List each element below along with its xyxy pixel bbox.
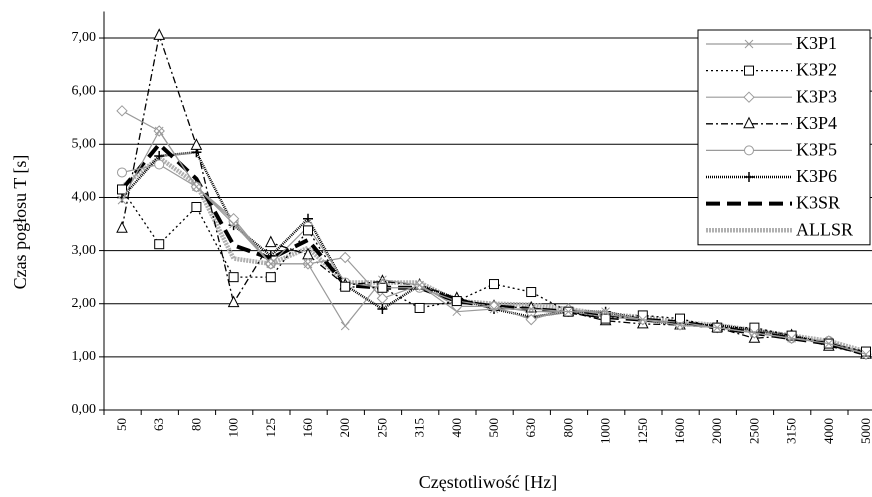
marker	[525, 313, 537, 326]
y-tick-label: 3,00	[72, 243, 97, 258]
legend-label: K3P1	[796, 33, 837, 53]
marker	[787, 333, 796, 343]
x-tick-label: 5000	[858, 418, 872, 444]
marker	[526, 287, 537, 298]
marker	[824, 339, 834, 348]
x-tick-label: 200	[337, 418, 352, 438]
marker	[415, 280, 424, 290]
legend-label: ALLSR	[796, 219, 853, 239]
marker	[116, 221, 128, 233]
x-tick-label: 1600	[672, 418, 687, 444]
legend-label: K3P3	[796, 86, 837, 106]
x-tick-label: 1000	[598, 418, 613, 444]
marker	[116, 105, 128, 117]
x-tick-label: 1250	[635, 418, 650, 444]
marker	[675, 320, 685, 330]
x-tick-label: 50	[114, 418, 129, 431]
marker	[377, 282, 388, 293]
marker	[600, 313, 611, 324]
legend-marker	[744, 172, 754, 182]
marker	[526, 304, 536, 314]
marker	[339, 251, 351, 264]
marker	[489, 304, 499, 314]
legend-label: K3P5	[796, 140, 837, 160]
marker	[264, 235, 277, 248]
x-tick-label: 80	[188, 418, 203, 431]
marker	[117, 167, 127, 178]
marker	[265, 272, 276, 283]
marker	[266, 259, 276, 269]
legend-marker	[744, 39, 754, 49]
x-tick-label: 100	[226, 418, 241, 438]
marker	[153, 28, 166, 40]
y-tick-label: 5,00	[72, 137, 97, 152]
marker	[675, 313, 685, 324]
marker	[229, 219, 238, 229]
marker	[712, 323, 722, 332]
marker	[861, 346, 871, 357]
marker	[378, 275, 387, 285]
marker	[117, 195, 127, 205]
x-tick-label: 400	[449, 418, 464, 438]
legend-marker	[743, 91, 755, 103]
legend-label: K3SR	[796, 193, 840, 213]
y-tick-label: 1,00	[72, 349, 97, 364]
marker	[154, 159, 165, 170]
marker	[228, 272, 239, 283]
marker	[749, 322, 760, 333]
y-tick-label: 7,00	[72, 30, 97, 45]
y-tick-label: 6,00	[72, 83, 97, 98]
x-tick-label: 63	[151, 418, 166, 431]
x-tick-label: 3150	[784, 418, 799, 444]
y-tick-label: 2,00	[72, 296, 97, 311]
x-tick-label: 630	[523, 418, 538, 438]
marker	[340, 281, 351, 292]
marker	[377, 304, 388, 315]
marker	[414, 302, 425, 313]
marker	[564, 307, 573, 317]
marker	[376, 292, 389, 305]
marker	[340, 321, 350, 331]
marker	[303, 225, 313, 236]
x-tick-label: 2000	[709, 418, 724, 444]
x-tick-label: 2500	[746, 418, 761, 444]
marker	[191, 202, 202, 213]
legend-marker	[744, 145, 754, 156]
marker	[489, 279, 499, 290]
x-tick-label: 125	[263, 418, 278, 438]
marker	[452, 307, 462, 317]
marker	[451, 296, 462, 307]
y-tick-label: 0,00	[72, 402, 97, 417]
x-tick-label: 500	[486, 418, 501, 438]
x-tick-label: 4000	[821, 418, 836, 444]
marker	[750, 328, 759, 338]
x-tick-label: 315	[412, 418, 427, 438]
marker	[303, 259, 313, 269]
marker	[861, 349, 871, 359]
marker	[786, 330, 797, 341]
x-tick-label: 250	[374, 418, 389, 438]
y-axis-title: Czas pogłosu T [s]	[10, 155, 30, 290]
marker	[227, 295, 240, 308]
marker	[601, 307, 610, 317]
legend-marker	[744, 65, 754, 76]
marker	[154, 239, 165, 250]
legend-label: K3P2	[796, 60, 837, 80]
marker	[638, 315, 648, 325]
legend-box	[697, 29, 871, 246]
x-axis-title: Częstotliwość [Hz]	[419, 472, 557, 492]
x-tick-label: 160	[300, 418, 315, 438]
legend-marker	[743, 116, 755, 129]
y-tick-label: 4,00	[72, 190, 97, 205]
marker	[117, 184, 127, 195]
marker	[154, 126, 164, 136]
x-tick-label: 800	[560, 418, 575, 438]
marker	[192, 182, 201, 192]
legend-label: K3P4	[796, 113, 837, 133]
marker	[154, 150, 165, 161]
marker	[190, 138, 203, 150]
legend-label: K3P6	[796, 166, 837, 186]
